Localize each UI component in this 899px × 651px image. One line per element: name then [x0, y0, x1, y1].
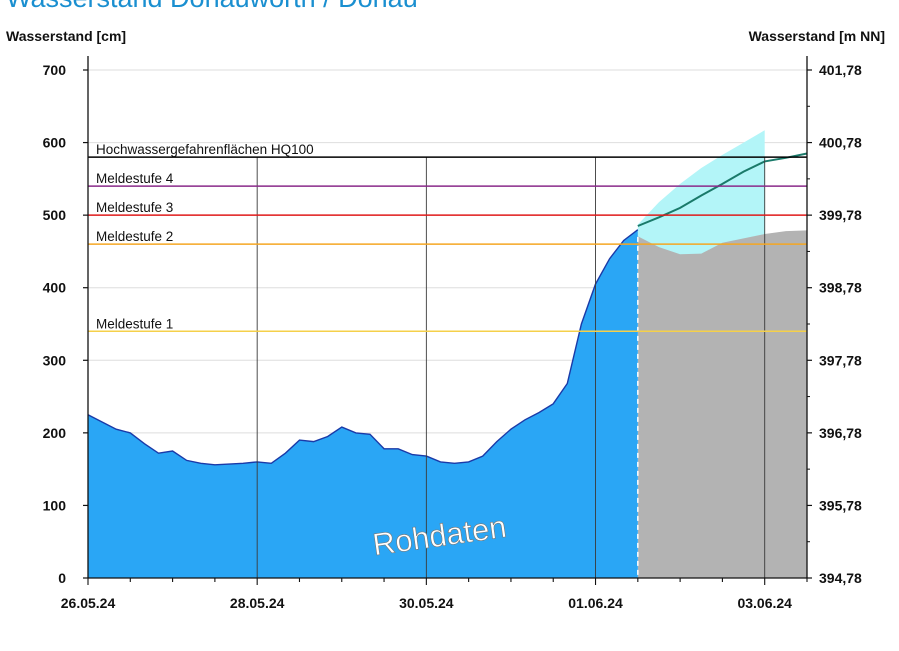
chart-title: Wasserstand Donauwörth / Donau	[6, 0, 418, 14]
y-tick-label-left: 600	[43, 135, 67, 151]
x-tick-label: 26.05.24	[61, 595, 116, 611]
threshold-label: Meldestufe 1	[96, 316, 173, 331]
y-tick-label-left: 200	[43, 425, 67, 441]
y-tick-label-left: 100	[43, 497, 67, 513]
measured-area	[88, 229, 638, 578]
y-tick-label-right: 399,78	[819, 207, 862, 223]
x-tick-label: 03.06.24	[737, 595, 792, 611]
y-tick-label-right: 397,78	[819, 352, 862, 368]
threshold-label: Meldestufe 2	[96, 229, 173, 244]
y-tick-label-left: 500	[43, 207, 67, 223]
left-axis-label: Wasserstand [cm]	[6, 28, 127, 44]
x-tick-label: 28.05.24	[230, 595, 285, 611]
y-tick-label-right: 395,78	[819, 497, 862, 513]
y-tick-label-right: 396,78	[819, 425, 862, 441]
y-tick-label-right: 401,78	[819, 62, 862, 78]
y-tick-label-left: 0	[58, 570, 66, 586]
measured-line	[87, 229, 639, 466]
x-tick-label: 30.05.24	[399, 595, 454, 611]
threshold-label: Meldestufe 3	[96, 200, 173, 215]
y-tick-label-left: 700	[43, 62, 67, 78]
forecast-lower-band	[637, 230, 807, 578]
y-tick-label-left: 300	[43, 352, 67, 368]
threshold-label: Hochwassergefahrenflächen HQ100	[96, 142, 314, 157]
forecast-median-line	[637, 152, 808, 227]
x-tick-label: 01.06.24	[568, 595, 623, 611]
threshold-label: Meldestufe 4	[96, 171, 174, 186]
y-tick-label-right: 398,78	[819, 280, 862, 296]
y-tick-label-left: 400	[43, 280, 67, 296]
y-tick-label-right: 394,78	[819, 570, 862, 586]
y-tick-label-right: 400,78	[819, 135, 862, 151]
right-axis-label: Wasserstand [m NN]	[748, 28, 885, 44]
